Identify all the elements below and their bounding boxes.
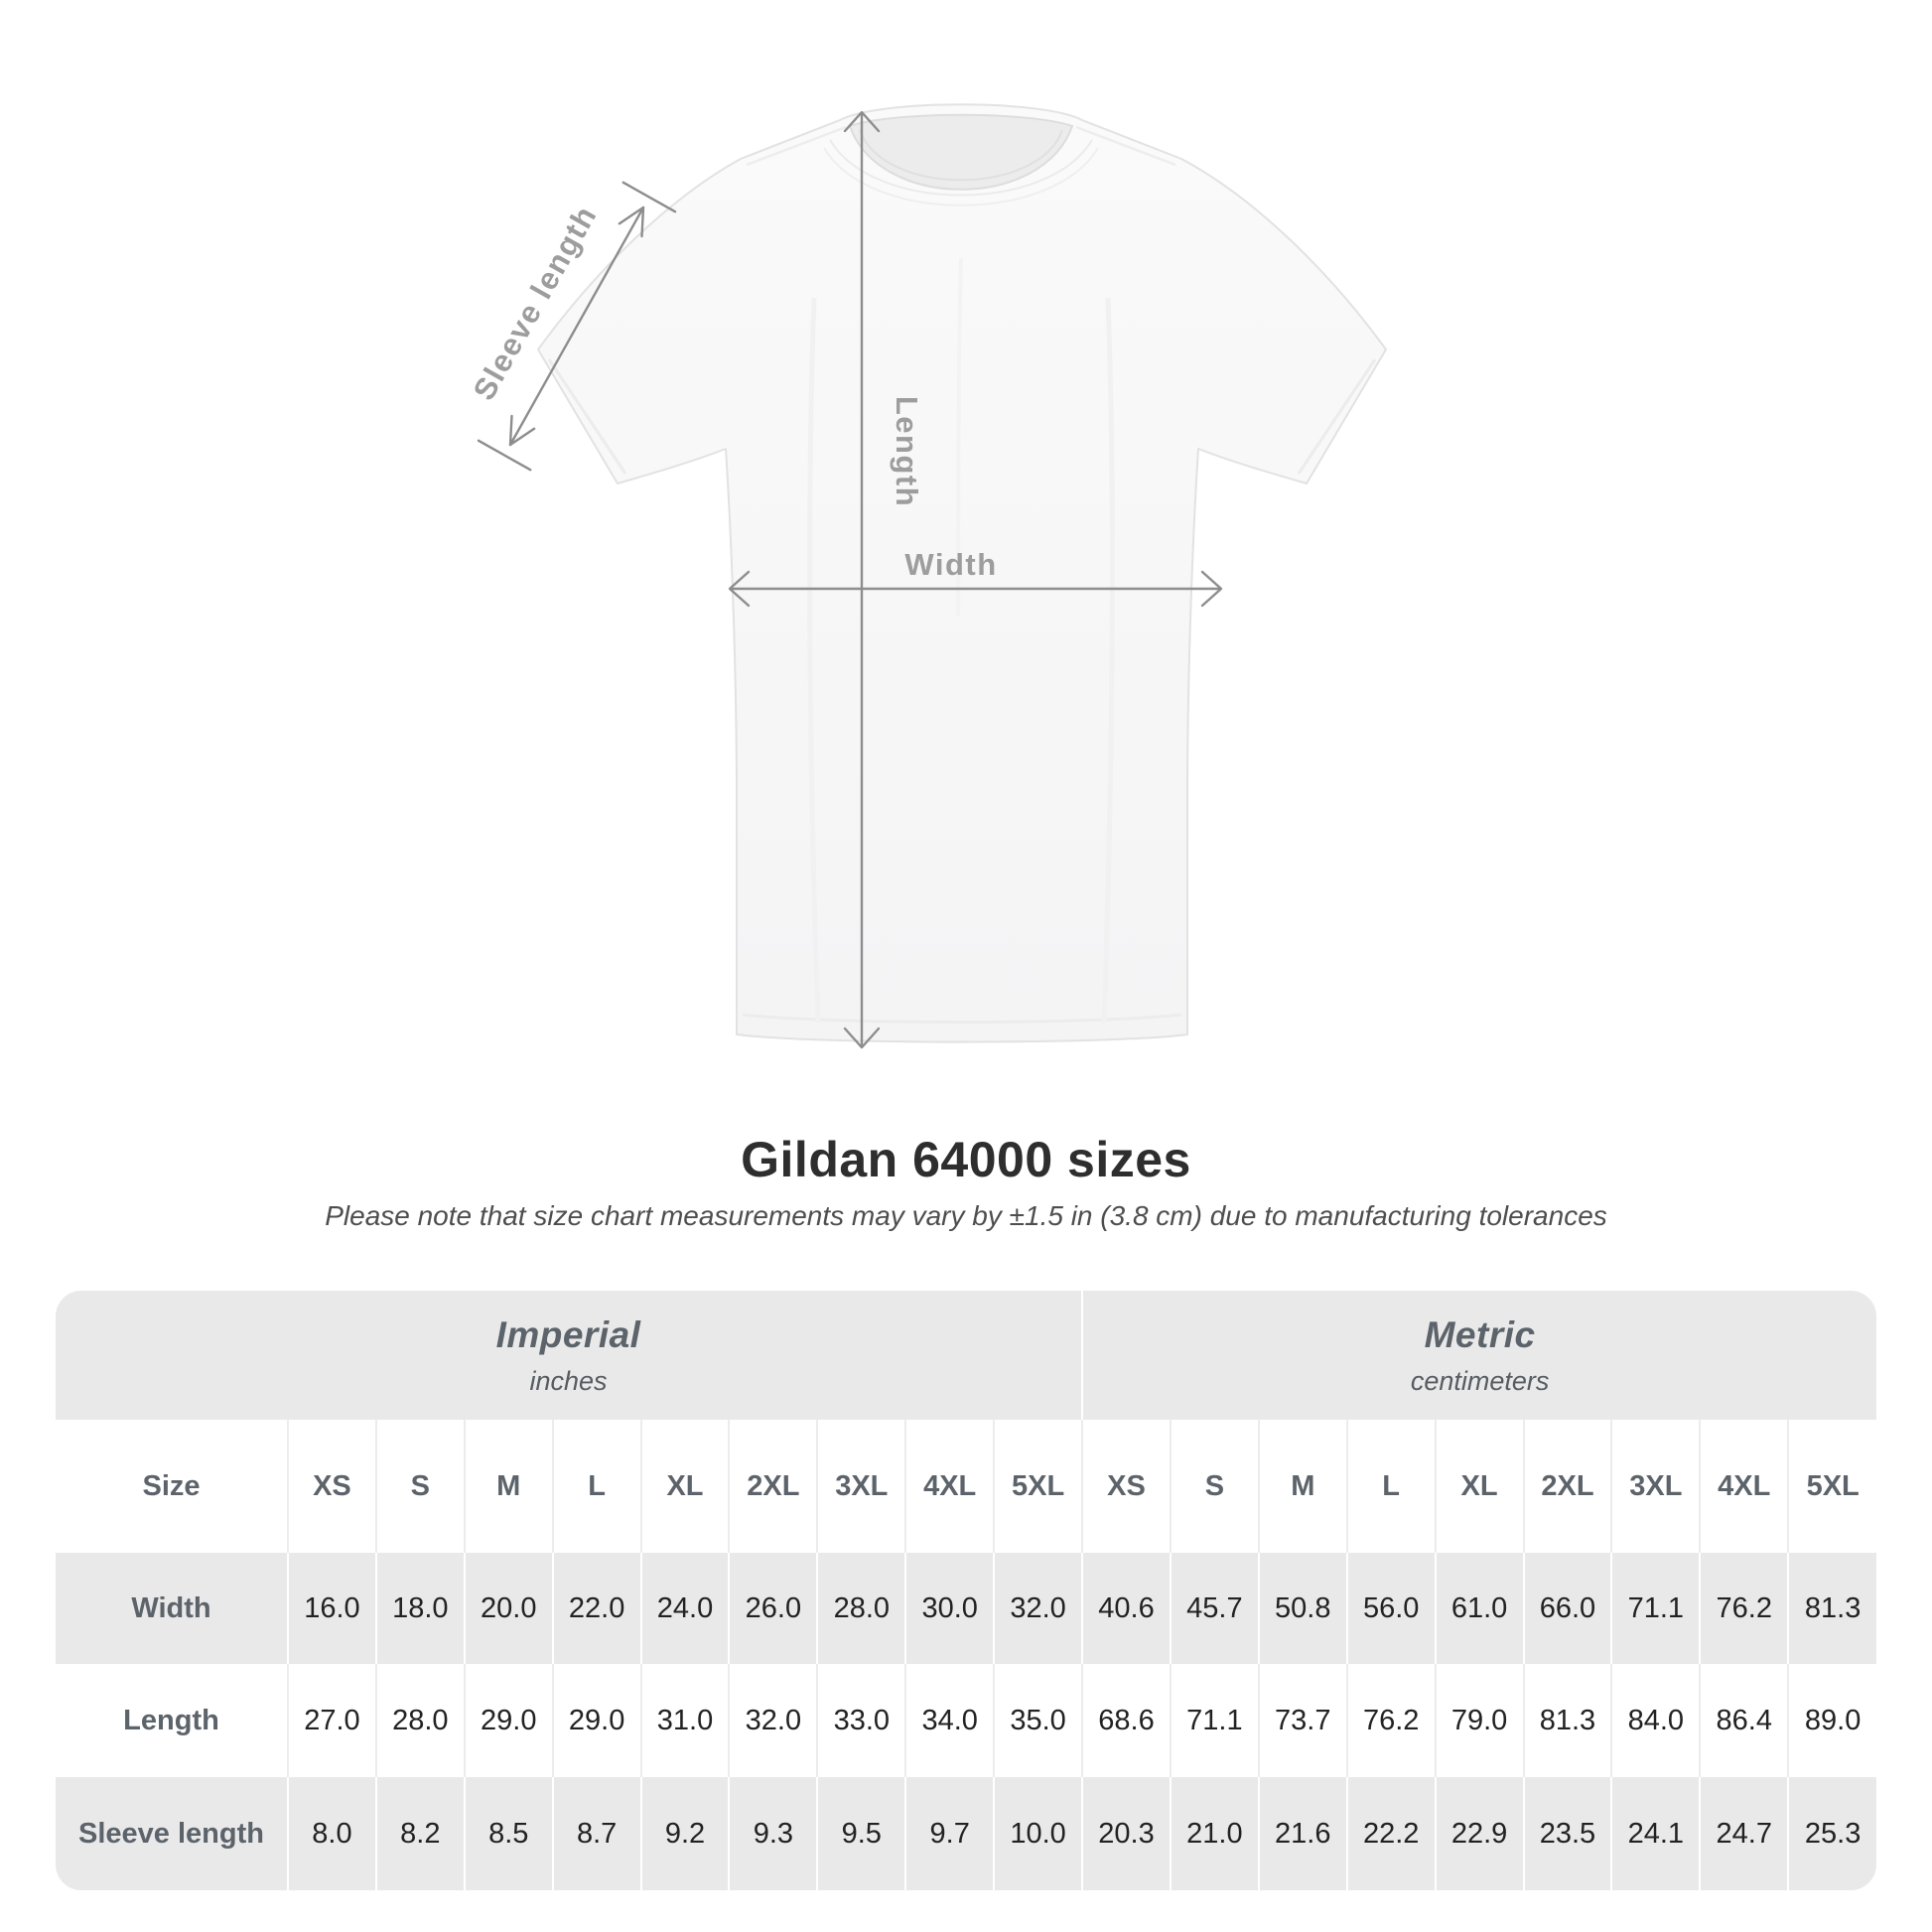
- cell-value: 9.7: [904, 1777, 995, 1890]
- size-col-header: 3XL: [1610, 1420, 1701, 1553]
- size-col-header: L: [1345, 1420, 1436, 1553]
- size-col-header: 3XL: [816, 1420, 906, 1553]
- size-col-header: 4XL: [1699, 1420, 1789, 1553]
- size-col-header: 4XL: [904, 1420, 995, 1553]
- cell-value: 34.0: [904, 1664, 995, 1777]
- size-col-header: M: [463, 1420, 553, 1553]
- tolerance-note: Please note that size chart measurements…: [325, 1200, 1607, 1231]
- size-col-header: XS: [287, 1420, 376, 1553]
- imperial-label: Imperial: [495, 1313, 641, 1355]
- cell-value: 32.0: [993, 1553, 1083, 1664]
- cell-value: 81.3: [1522, 1664, 1612, 1777]
- size-table: Imperial inches Metric centimeters Size …: [56, 1291, 1876, 1890]
- size-col-header: XS: [1081, 1420, 1171, 1553]
- cell-value: 45.7: [1169, 1553, 1259, 1664]
- unit-group-row: Imperial inches Metric centimeters: [56, 1291, 1876, 1420]
- cell-value: 61.0: [1434, 1553, 1524, 1664]
- cell-value: 84.0: [1610, 1664, 1701, 1777]
- cell-value: 22.2: [1345, 1777, 1436, 1890]
- cell-value: 33.0: [816, 1664, 906, 1777]
- cell-value: 86.4: [1699, 1664, 1789, 1777]
- cell-value: 9.2: [639, 1777, 730, 1890]
- metric-unit: centimeters: [1410, 1365, 1550, 1396]
- page-title: Gildan 64000 sizes: [741, 1132, 1191, 1187]
- cell-value: 8.2: [374, 1777, 465, 1890]
- size-header-label: Size: [142, 1469, 201, 1502]
- size-col-header: XL: [639, 1420, 730, 1553]
- cell-value: 81.3: [1787, 1553, 1876, 1664]
- cell-value: 35.0: [993, 1664, 1083, 1777]
- cell-value: 9.5: [816, 1777, 906, 1890]
- cell-value: 8.7: [551, 1777, 641, 1890]
- metric-label: Metric: [1424, 1313, 1536, 1355]
- cell-value: 28.0: [374, 1664, 465, 1777]
- cell-value: 21.0: [1169, 1777, 1259, 1890]
- width-arrow: [728, 570, 1223, 608]
- length-label: Length: [890, 396, 924, 507]
- cell-value: 68.6: [1081, 1664, 1171, 1777]
- cell-value: 18.0: [374, 1553, 465, 1664]
- tshirt-diagram: Sleeve length Length Width: [467, 103, 1387, 1049]
- cell-value: 32.0: [728, 1664, 818, 1777]
- size-col-header: 2XL: [1522, 1420, 1612, 1553]
- cell-value: 26.0: [728, 1553, 818, 1664]
- tshirt-image: [537, 103, 1387, 1043]
- table-row-width: Width 16.0 18.0 20.0 22.0 24.0 26.0 28.0…: [56, 1553, 1876, 1664]
- cell-value: 8.5: [463, 1777, 553, 1890]
- cell-value: 28.0: [816, 1553, 906, 1664]
- cell-value: 10.0: [993, 1777, 1083, 1890]
- cell-value: 21.6: [1257, 1777, 1347, 1890]
- cell-value: 50.8: [1257, 1553, 1347, 1664]
- title-block: Gildan 64000 sizes Please note that size…: [0, 1134, 1932, 1232]
- size-header-row: Size XS S M L XL 2XL 3XL 4XL 5XL XS S M …: [56, 1420, 1876, 1553]
- cell-value: 29.0: [463, 1664, 553, 1777]
- cell-value: 66.0: [1522, 1553, 1612, 1664]
- cell-value: 79.0: [1434, 1664, 1524, 1777]
- cell-value: 30.0: [904, 1553, 995, 1664]
- length-arrow: [843, 110, 881, 1049]
- cell-value: 24.7: [1699, 1777, 1789, 1890]
- table-row-length: Length 27.0 28.0 29.0 29.0 31.0 32.0 33.…: [56, 1664, 1876, 1777]
- cell-value: 24.0: [639, 1553, 730, 1664]
- cell-value: 9.3: [728, 1777, 818, 1890]
- width-label: Width: [904, 547, 997, 582]
- cell-value: 24.1: [1610, 1777, 1701, 1890]
- cell-value: 20.3: [1081, 1777, 1171, 1890]
- metric-group-header: Metric centimeters: [1081, 1291, 1876, 1420]
- row-label: Sleeve length: [78, 1817, 264, 1850]
- size-col-header: 5XL: [1787, 1420, 1876, 1553]
- size-col-header: L: [551, 1420, 641, 1553]
- cell-value: 16.0: [287, 1553, 376, 1664]
- cell-value: 29.0: [551, 1664, 641, 1777]
- imperial-unit: inches: [529, 1365, 608, 1396]
- sleeve-length-arrow: [477, 181, 677, 472]
- cell-value: 76.2: [1699, 1553, 1789, 1664]
- cell-value: 25.3: [1787, 1777, 1876, 1890]
- size-col-header: S: [374, 1420, 465, 1553]
- cell-value: 40.6: [1081, 1553, 1171, 1664]
- cell-value: 31.0: [639, 1664, 730, 1777]
- size-col-header: 2XL: [728, 1420, 818, 1553]
- cell-value: 71.1: [1610, 1553, 1701, 1664]
- cell-value: 23.5: [1522, 1777, 1612, 1890]
- size-col-header: S: [1169, 1420, 1259, 1553]
- cell-value: 71.1: [1169, 1664, 1259, 1777]
- row-label: Width: [131, 1591, 211, 1624]
- cell-value: 76.2: [1345, 1664, 1436, 1777]
- size-col-header: M: [1257, 1420, 1347, 1553]
- cell-value: 27.0: [287, 1664, 376, 1777]
- cell-value: 8.0: [287, 1777, 376, 1890]
- cell-value: 22.9: [1434, 1777, 1524, 1890]
- cell-value: 89.0: [1787, 1664, 1876, 1777]
- size-col-header: 5XL: [993, 1420, 1083, 1553]
- row-label: Length: [123, 1704, 219, 1736]
- cell-value: 22.0: [551, 1553, 641, 1664]
- size-col-header: XL: [1434, 1420, 1524, 1553]
- imperial-group-header: Imperial inches: [56, 1291, 1083, 1420]
- cell-value: 20.0: [463, 1553, 553, 1664]
- table-row-sleeve-length: Sleeve length 8.0 8.2 8.5 8.7 9.2 9.3 9.…: [56, 1777, 1876, 1890]
- cell-value: 56.0: [1345, 1553, 1436, 1664]
- cell-value: 73.7: [1257, 1664, 1347, 1777]
